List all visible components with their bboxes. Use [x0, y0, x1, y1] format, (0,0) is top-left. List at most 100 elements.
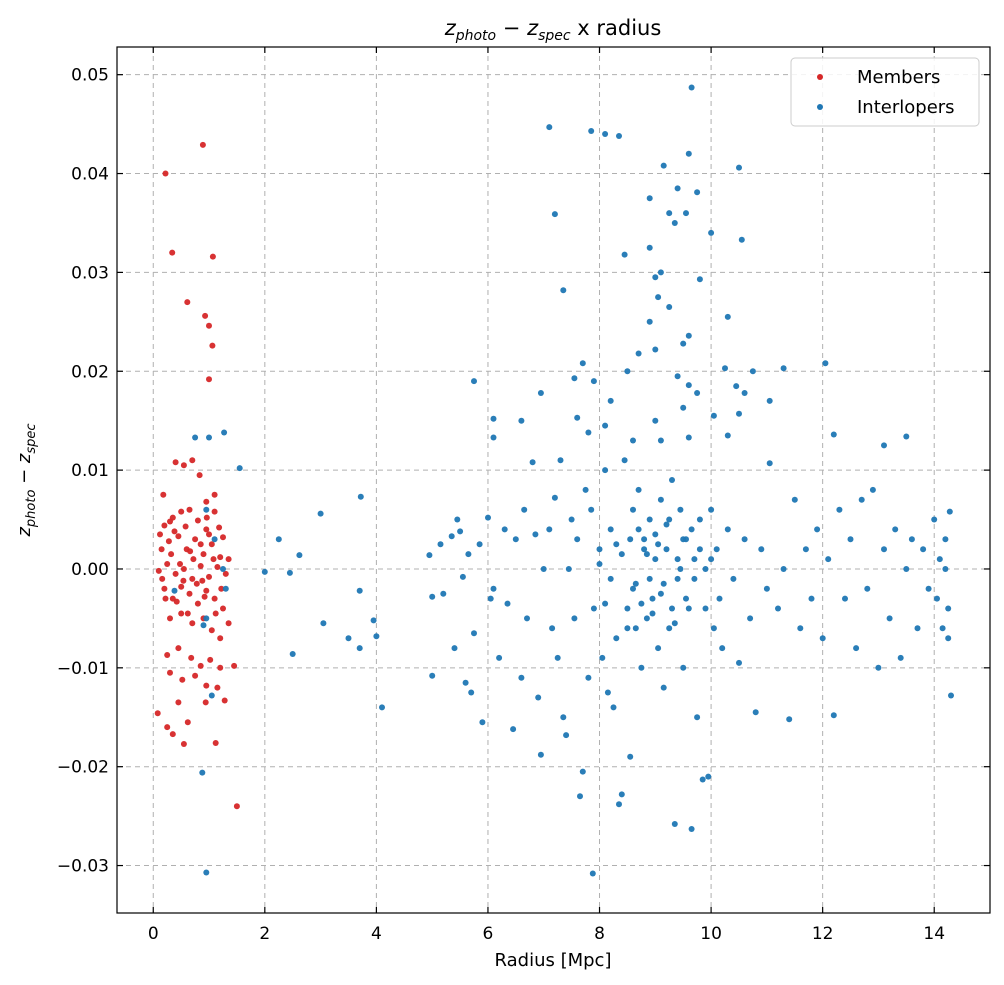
members-point: [177, 561, 183, 567]
interlopers-point: [657, 269, 664, 276]
interlopers-point: [222, 585, 229, 592]
interlopers-point: [203, 615, 210, 622]
members-point: [165, 538, 172, 545]
interlopers-point: [752, 709, 759, 716]
members-point: [202, 312, 209, 319]
interlopers-point: [574, 536, 581, 543]
interlopers-point: [869, 486, 876, 493]
members-point: [231, 662, 238, 669]
members-point: [192, 536, 199, 543]
members-point: [178, 583, 185, 590]
interlopers-point: [666, 304, 673, 310]
members-point: [222, 570, 229, 577]
members-point: [171, 528, 178, 535]
interlopers-point: [203, 869, 210, 876]
members-point: [167, 669, 173, 676]
interlopers-point: [685, 332, 692, 339]
interlopers-point: [607, 575, 614, 582]
interlopers-point: [588, 506, 595, 513]
members-point: [197, 541, 204, 548]
interlopers-point: [537, 390, 544, 396]
members-point: [162, 170, 169, 177]
members-point: [203, 587, 210, 594]
interlopers-point: [635, 526, 642, 533]
interlopers-point: [797, 625, 804, 632]
members-point: [225, 556, 232, 563]
interlopers-point: [674, 185, 681, 192]
members-point: [175, 699, 182, 706]
interlopers-point: [819, 635, 826, 642]
interlopers-point: [546, 124, 553, 131]
interlopers-point: [356, 587, 363, 594]
interlopers-point: [577, 793, 583, 800]
x-tick-label: 10: [700, 924, 722, 944]
interlopers-point: [814, 526, 821, 533]
interlopers-point: [696, 516, 703, 523]
interlopers-point: [560, 287, 567, 294]
y-tick-label: −0.02: [57, 758, 109, 778]
members-point: [197, 662, 204, 669]
y-tick-label: 0.03: [71, 263, 109, 283]
interlopers-point: [585, 674, 592, 681]
interlopers-point: [203, 506, 210, 513]
interlopers-point: [942, 536, 949, 543]
members-point: [216, 524, 223, 531]
interlopers-point: [296, 552, 303, 559]
members-point: [189, 457, 196, 464]
interlopers-point: [655, 294, 662, 301]
members-point: [188, 654, 195, 661]
interlopers-point: [683, 210, 689, 217]
interlopers-point: [691, 575, 698, 582]
interlopers-point: [766, 460, 773, 467]
members-point: [184, 299, 191, 306]
interlopers-point: [512, 536, 519, 543]
interlopers-point: [847, 536, 854, 543]
interlopers-point: [479, 719, 486, 726]
interlopers-point: [557, 457, 564, 464]
interlopers-point: [649, 595, 656, 602]
interlopers-point: [635, 350, 642, 357]
interlopers-point: [747, 615, 754, 622]
interlopers-point: [688, 84, 695, 91]
interlopers-point: [630, 585, 636, 592]
interlopers-point: [379, 704, 385, 711]
interlopers-point: [610, 704, 617, 711]
x-tick-label: 14: [923, 924, 945, 944]
members-point: [180, 577, 187, 584]
interlopers-point: [914, 625, 921, 632]
interlopers-point: [426, 552, 433, 559]
interlopers-point: [724, 526, 731, 533]
interlopers-point: [864, 585, 871, 592]
members-point: [220, 605, 226, 612]
members-point: [197, 563, 204, 569]
interlopers-point: [671, 821, 678, 827]
interlopers-point: [199, 769, 206, 776]
members-point: [164, 652, 171, 658]
interlopers-point: [501, 526, 508, 533]
interlopers-point: [694, 714, 701, 721]
interlopers-point: [716, 595, 723, 602]
interlopers-point: [680, 340, 687, 347]
interlopers-point: [830, 431, 837, 438]
interlopers-point: [616, 133, 622, 139]
interlopers-point: [677, 566, 684, 572]
interlopers-point: [791, 496, 798, 503]
members-point: [225, 620, 232, 627]
members-point: [233, 803, 240, 810]
members-point: [196, 472, 203, 479]
interlopers-point: [590, 378, 597, 385]
interlopers-point: [722, 365, 728, 372]
members-point: [220, 534, 226, 541]
legend-marker-members: [817, 74, 823, 80]
interlopers-point: [688, 526, 695, 533]
interlopers-point: [459, 573, 466, 580]
members-point: [211, 491, 218, 498]
interlopers-point: [939, 625, 946, 632]
interlopers-point: [663, 546, 670, 553]
interlopers-point: [945, 635, 952, 642]
interlopers-point: [632, 625, 639, 632]
interlopers-point: [596, 546, 603, 553]
members-point: [164, 724, 171, 731]
members-point: [186, 590, 193, 597]
